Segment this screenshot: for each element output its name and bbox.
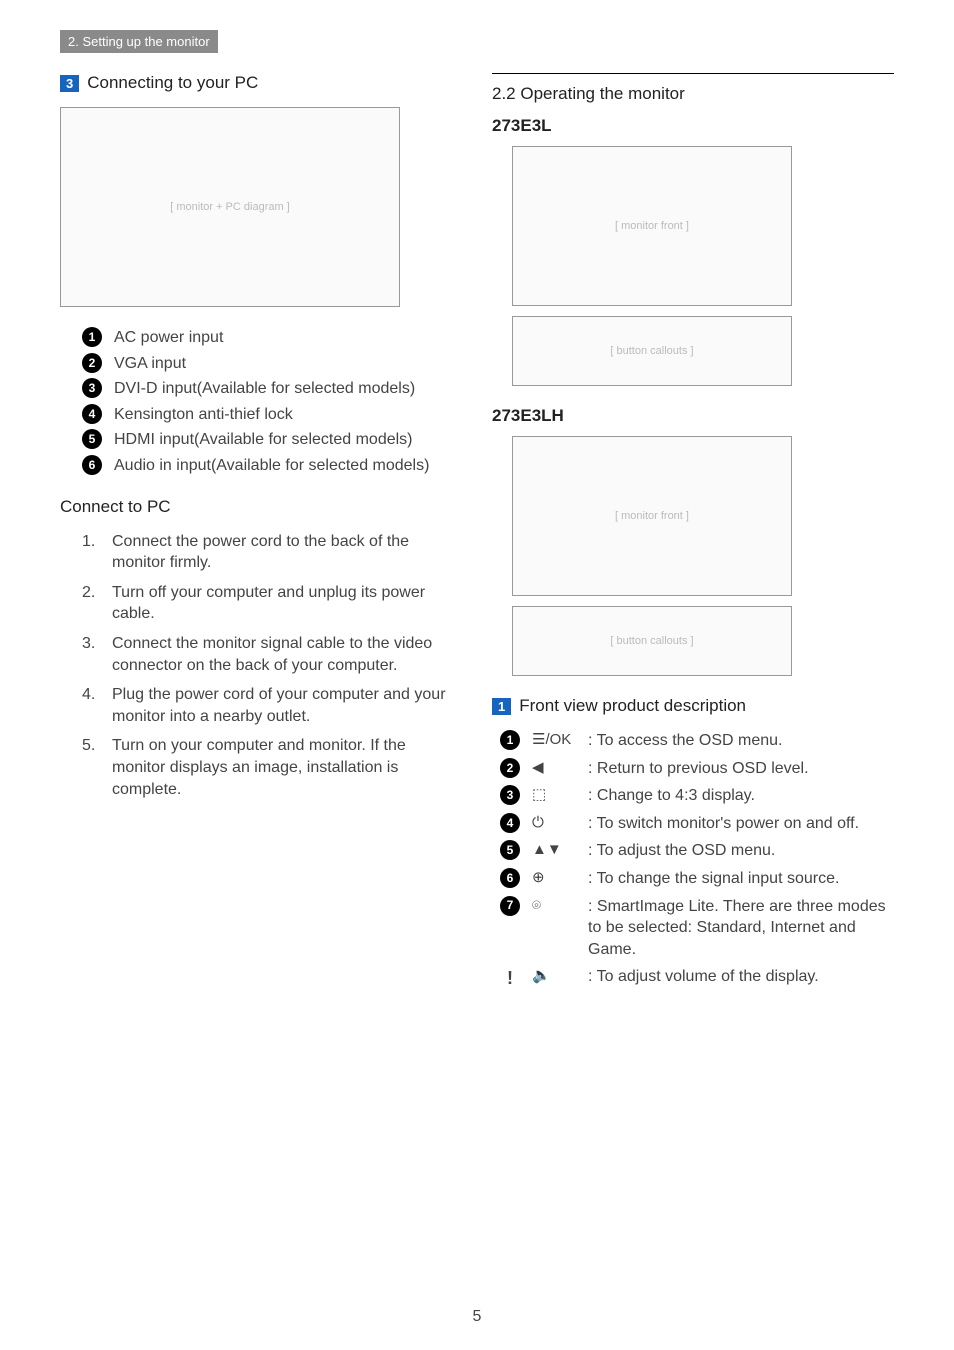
input-6: Audio in input(Available for selected mo…	[114, 455, 462, 477]
btn-badge-6: 6	[500, 868, 520, 888]
step-num-1: 1.	[82, 531, 96, 574]
monitor-diagram-2: [ monitor front ]	[512, 436, 792, 596]
monitor-diagram-1: [ monitor front ]	[512, 146, 792, 306]
btn-badge-5: 5	[500, 840, 520, 860]
input-3: DVI-D input(Available for selected model…	[114, 378, 462, 400]
btn-desc-1: : To access the OSD menu.	[588, 730, 894, 752]
btn-badge-4: 4	[500, 813, 520, 833]
step-5: Turn on your computer and monitor. If th…	[112, 735, 462, 800]
step-num-2: 2.	[82, 582, 96, 625]
badge-3: 3	[82, 378, 102, 398]
section-2-2-title: 2.2 Operating the monitor	[492, 84, 894, 104]
connection-diagram: [ monitor + PC diagram ]	[60, 107, 400, 307]
volume-icon: 🔈	[532, 966, 576, 986]
section-num-badge: 3	[60, 75, 79, 92]
front-view-num-badge: 1	[492, 698, 511, 715]
left-arrow-icon: ◀	[532, 758, 576, 778]
btn-badge-2: 2	[500, 758, 520, 778]
model-273e3lh: 273E3LH	[492, 406, 894, 426]
badge-1: 1	[82, 327, 102, 347]
step-3: Connect the monitor signal cable to the …	[112, 633, 462, 676]
page-number: 5	[0, 1308, 954, 1326]
btn-desc-4: : To switch monitor's power on and off.	[588, 813, 894, 835]
btn-desc-7: : SmartImage Lite. There are three modes…	[588, 896, 894, 961]
input-source-icon: ⊕	[532, 868, 576, 888]
input-list: 1 AC power input 2 VGA input 3 DVI-D input(…	[82, 327, 462, 477]
btn-desc-extra: : To adjust volume of the display.	[588, 966, 894, 988]
btn-desc-6: : To change the signal input source.	[588, 868, 894, 890]
btn-desc-5: : To adjust the OSD menu.	[588, 840, 894, 862]
btn-desc-3: : Change to 4:3 display.	[588, 785, 894, 807]
connect-to-pc-title: Connect to PC	[60, 497, 462, 517]
section-title-text: Connecting to your PC	[87, 73, 258, 92]
model-273e3l: 273E3L	[492, 116, 894, 136]
menu-ok-icon: ☰/OK	[532, 730, 576, 750]
btn-badge-1: 1	[500, 730, 520, 750]
input-4: Kensington anti-thief lock	[114, 404, 462, 426]
section-3-title: 3 Connecting to your PC	[60, 73, 462, 93]
connect-steps: 1. Connect the power cord to the back of …	[82, 531, 462, 801]
smartimage-icon: ⌾	[532, 896, 576, 916]
step-4: Plug the power cord of your computer and…	[112, 684, 462, 727]
up-down-icon: ▲▼	[532, 840, 576, 860]
badge-4: 4	[82, 404, 102, 424]
breadcrumb: 2. Setting up the monitor	[60, 30, 218, 53]
step-1: Connect the power cord to the back of th…	[112, 531, 462, 574]
btn-badge-3: 3	[500, 785, 520, 805]
badge-6: 6	[82, 455, 102, 475]
front-view-title: 1 Front view product description	[492, 696, 894, 716]
button-diagram-1: [ button callouts ]	[512, 316, 792, 386]
front-view-text: Front view product description	[519, 696, 746, 715]
aspect-icon: ⬚	[532, 785, 576, 805]
step-num-3: 3.	[82, 633, 96, 676]
step-2: Turn off your computer and unplug its po…	[112, 582, 462, 625]
input-2: VGA input	[114, 353, 462, 375]
badge-2: 2	[82, 353, 102, 373]
btn-desc-2: : Return to previous OSD level.	[588, 758, 894, 780]
input-1: AC power input	[114, 327, 462, 349]
button-desc-list: 1 ☰/OK : To access the OSD menu. 2 ◀ : Retur…	[500, 730, 894, 991]
btn-badge-7: 7	[500, 896, 520, 916]
step-num-5: 5.	[82, 735, 96, 800]
button-diagram-2: [ button callouts ]	[512, 606, 792, 676]
badge-5: 5	[82, 429, 102, 449]
power-icon: ⏻	[532, 813, 576, 833]
exclaim-badge: !	[500, 966, 520, 990]
step-num-4: 4.	[82, 684, 96, 727]
input-5: HDMI input(Available for selected models…	[114, 429, 462, 451]
